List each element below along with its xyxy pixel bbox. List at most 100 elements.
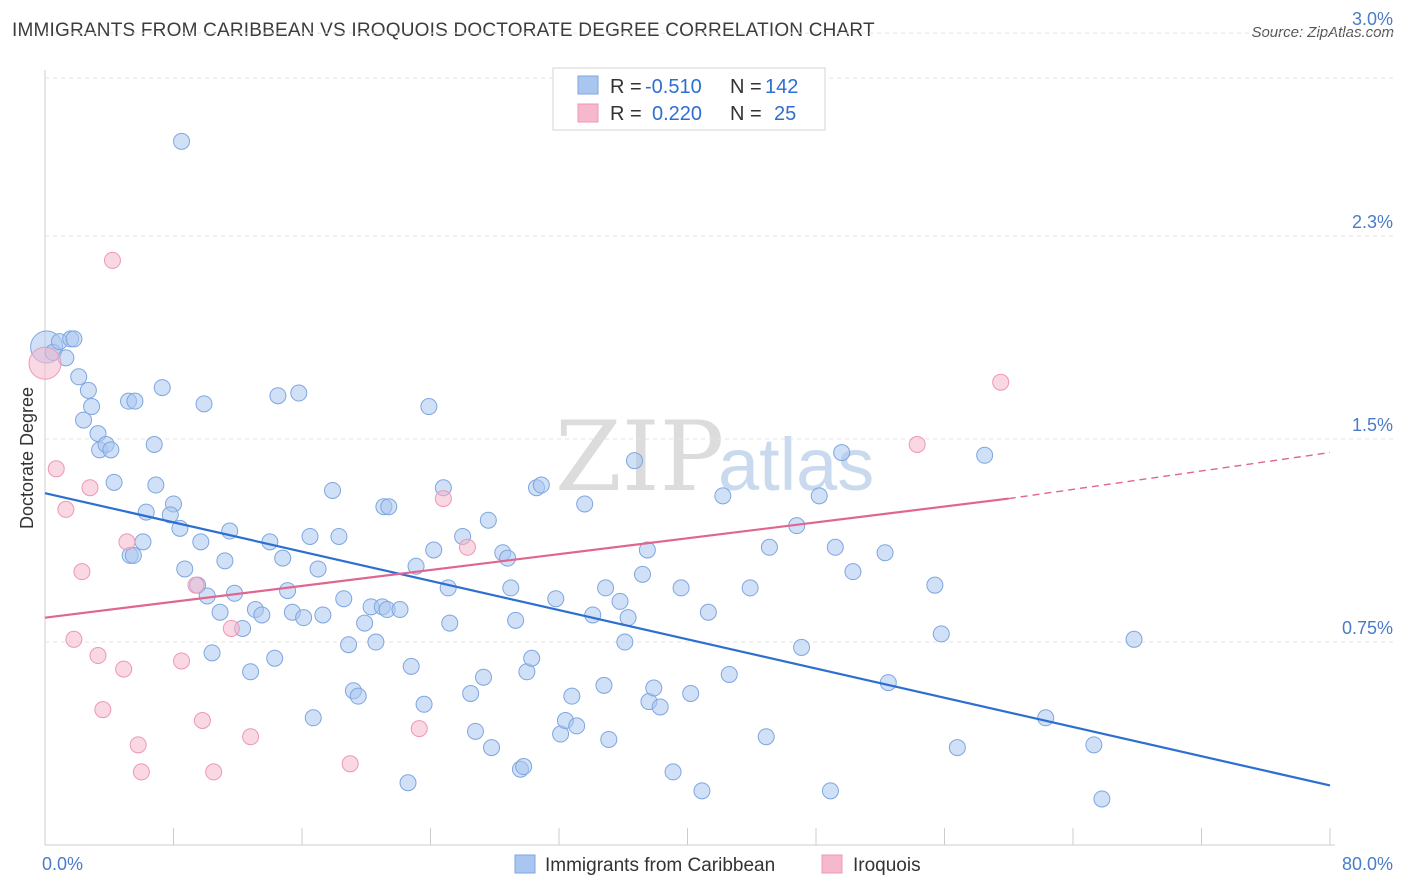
chart-source: Source: ZipAtlas.com [1251,24,1394,41]
data-point [295,609,313,627]
data-point [992,373,1010,391]
data-point [876,544,894,562]
series-iroquois [28,251,1010,781]
data-point [73,563,91,581]
data-point [645,679,663,697]
data-point [507,611,525,629]
data-point [584,606,602,624]
data-point [926,576,944,594]
data-point [301,527,319,545]
data-point [335,590,353,608]
data-point [126,392,144,410]
legend-n-label-2: N = [730,103,767,125]
data-point [79,381,97,399]
data-point [425,541,443,559]
data-point [760,538,778,556]
data-point [462,684,480,702]
data-point [399,774,417,792]
data-point [908,435,926,453]
data-point [693,782,711,800]
data-point [203,644,221,662]
data-point [274,549,292,567]
data-point [242,663,260,681]
data-point [821,782,839,800]
legend-r-value-2: 0.220 [652,103,702,125]
data-point [145,435,163,453]
data-point [625,452,643,470]
data-point [826,538,844,556]
legend-n-value-1: 142 [765,76,798,98]
data-point [253,606,271,624]
data-point [367,633,385,651]
data-point [261,533,279,551]
data-point [341,755,359,773]
data-point [309,560,327,578]
data-point [147,476,165,494]
data-point [434,490,452,508]
watermark-atlas: atlas [718,423,874,506]
data-point [89,647,107,665]
data-point [948,739,966,757]
data-point [356,614,374,632]
data-point [616,633,634,651]
y-tick-label: 3.0% [1352,9,1393,29]
data-point [279,582,297,600]
data-point [118,533,136,551]
data-point [699,603,717,621]
data-point [475,668,493,686]
data-point [810,487,828,505]
x-ticks [173,828,1331,845]
legend-swatch-iroquois [577,103,599,123]
data-point [415,695,433,713]
data-point [638,541,656,559]
data-point [102,441,120,459]
data-point [844,563,862,581]
data-point [932,625,950,643]
bottom-legend-swatch-caribbean [514,854,536,874]
data-point [439,579,457,597]
data-point [153,379,171,397]
data-point [65,630,83,648]
data-point [340,636,358,654]
data-point [600,730,618,748]
data-point [57,500,75,518]
data-point [330,527,348,545]
data-point [132,763,150,781]
data-point [70,368,88,386]
data-point [269,387,287,405]
data-point [192,533,210,551]
data-point [115,660,133,678]
data-point [242,728,260,746]
data-point [161,506,179,524]
legend-n-label-1: N = [730,76,767,98]
data-point [83,398,101,416]
data-point [211,603,229,621]
data-point [532,476,550,494]
chart-title: IMMIGRANTS FROM CARIBBEAN VS IROQUOIS DO… [12,20,875,41]
data-point [420,398,438,416]
legend-r-value-1: -0.510 [645,76,702,98]
data-point [458,538,476,556]
data-point [176,560,194,578]
x-tick-label-max: 80.0% [1342,854,1393,874]
data-point [402,657,420,675]
data-point [466,722,484,740]
data-point [523,649,541,667]
data-point [479,511,497,529]
data-points [28,132,1143,808]
bottom-legend-swatch-iroquois [821,854,843,874]
data-point [1037,709,1055,727]
data-point [47,460,65,478]
data-point [187,576,205,594]
data-point [547,590,565,608]
series-legend: Immigrants from Caribbean Iroquois [514,854,921,876]
data-point [714,487,732,505]
data-point [380,498,398,516]
y-tick-label: 0.75% [1342,618,1393,638]
y-axis-label: Doctorate Degree [17,387,37,529]
data-point [502,579,520,597]
legend-swatch-caribbean [577,75,599,95]
bottom-legend-label-iroquois: Iroquois [853,855,921,876]
bottom-legend-label-caribbean: Immigrants from Caribbean [545,855,775,876]
